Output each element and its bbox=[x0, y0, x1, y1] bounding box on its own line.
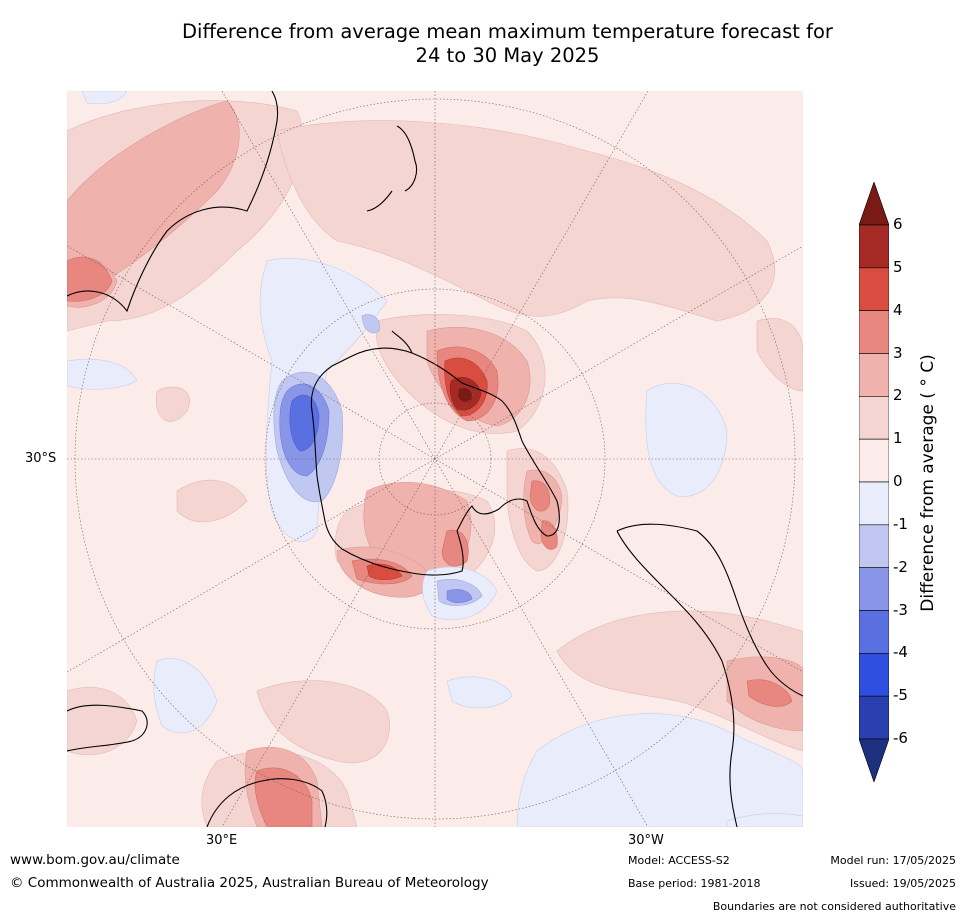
longitude-label-30w: 30°W bbox=[628, 833, 664, 848]
anomaly-above-6 bbox=[458, 387, 473, 402]
colorbar-segment bbox=[859, 310, 889, 354]
footer-issued: Issued: 19/05/2025 bbox=[849, 877, 956, 890]
colorbar-segment bbox=[859, 396, 889, 440]
colorbar-segment bbox=[859, 353, 889, 397]
latitude-label-30s: 30°S bbox=[25, 451, 57, 466]
colorbar bbox=[859, 182, 889, 782]
colorbar-segment bbox=[859, 567, 889, 611]
longitude-label-30e: 30°E bbox=[206, 833, 238, 848]
colorbar-segment bbox=[859, 267, 889, 311]
colorbar-extend-top bbox=[859, 182, 889, 226]
colorbar-segment bbox=[859, 481, 889, 526]
colorbar-tick-label: 5 bbox=[893, 257, 903, 276]
colorbar-tick-label: -5 bbox=[893, 686, 908, 705]
footer-base-period: Base period: 1981-2018 bbox=[628, 877, 761, 890]
title-line-2: 24 to 30 May 2025 bbox=[415, 44, 600, 67]
footer-copyright: © Commonwealth of Australia 2025, Austra… bbox=[10, 875, 489, 891]
colorbar-tick-label: -6 bbox=[893, 729, 908, 747]
title-line-1: Difference from average mean maximum tem… bbox=[182, 20, 833, 43]
colorbar-segment bbox=[859, 653, 889, 697]
temperature-anomaly-map bbox=[67, 91, 803, 827]
colorbar-tick-label: 2 bbox=[893, 386, 903, 405]
graticule bbox=[67, 91, 803, 827]
colorbar-tick-label: -3 bbox=[893, 600, 908, 619]
colorbar-tick-label: -4 bbox=[893, 643, 908, 662]
colorbar-segment bbox=[859, 610, 889, 654]
colorbar-segment bbox=[859, 224, 889, 269]
colorbar-segment bbox=[859, 524, 889, 568]
colorbar-label: Difference from average ( ° C) bbox=[918, 354, 938, 612]
colorbar-tick-label: 3 bbox=[893, 343, 903, 362]
colorbar-tick-label: 6 bbox=[893, 215, 903, 233]
footer-model: Model: ACCESS-S2 bbox=[628, 854, 730, 867]
colorbar-tick-label: -2 bbox=[893, 557, 908, 576]
footer-model-run: Model run: 17/05/2025 bbox=[830, 854, 956, 867]
colorbar-extend-bottom bbox=[859, 738, 889, 782]
colorbar-segments bbox=[859, 224, 889, 740]
colorbar-segment bbox=[859, 695, 889, 740]
colorbar-tick-label: 1 bbox=[893, 429, 903, 448]
colorbar-tick-label: -1 bbox=[893, 514, 908, 533]
footer-disclaimer: Boundaries are not considered authoritat… bbox=[712, 900, 956, 913]
chart-title: Difference from average mean maximum tem… bbox=[60, 20, 955, 68]
coastlines bbox=[67, 91, 803, 827]
footer-url[interactable]: www.bom.gov.au/climate bbox=[10, 852, 180, 868]
colorbar-tick-label: 0 bbox=[893, 472, 903, 490]
colorbar-segment bbox=[859, 438, 889, 483]
colorbar-tick-label: 4 bbox=[893, 300, 903, 319]
